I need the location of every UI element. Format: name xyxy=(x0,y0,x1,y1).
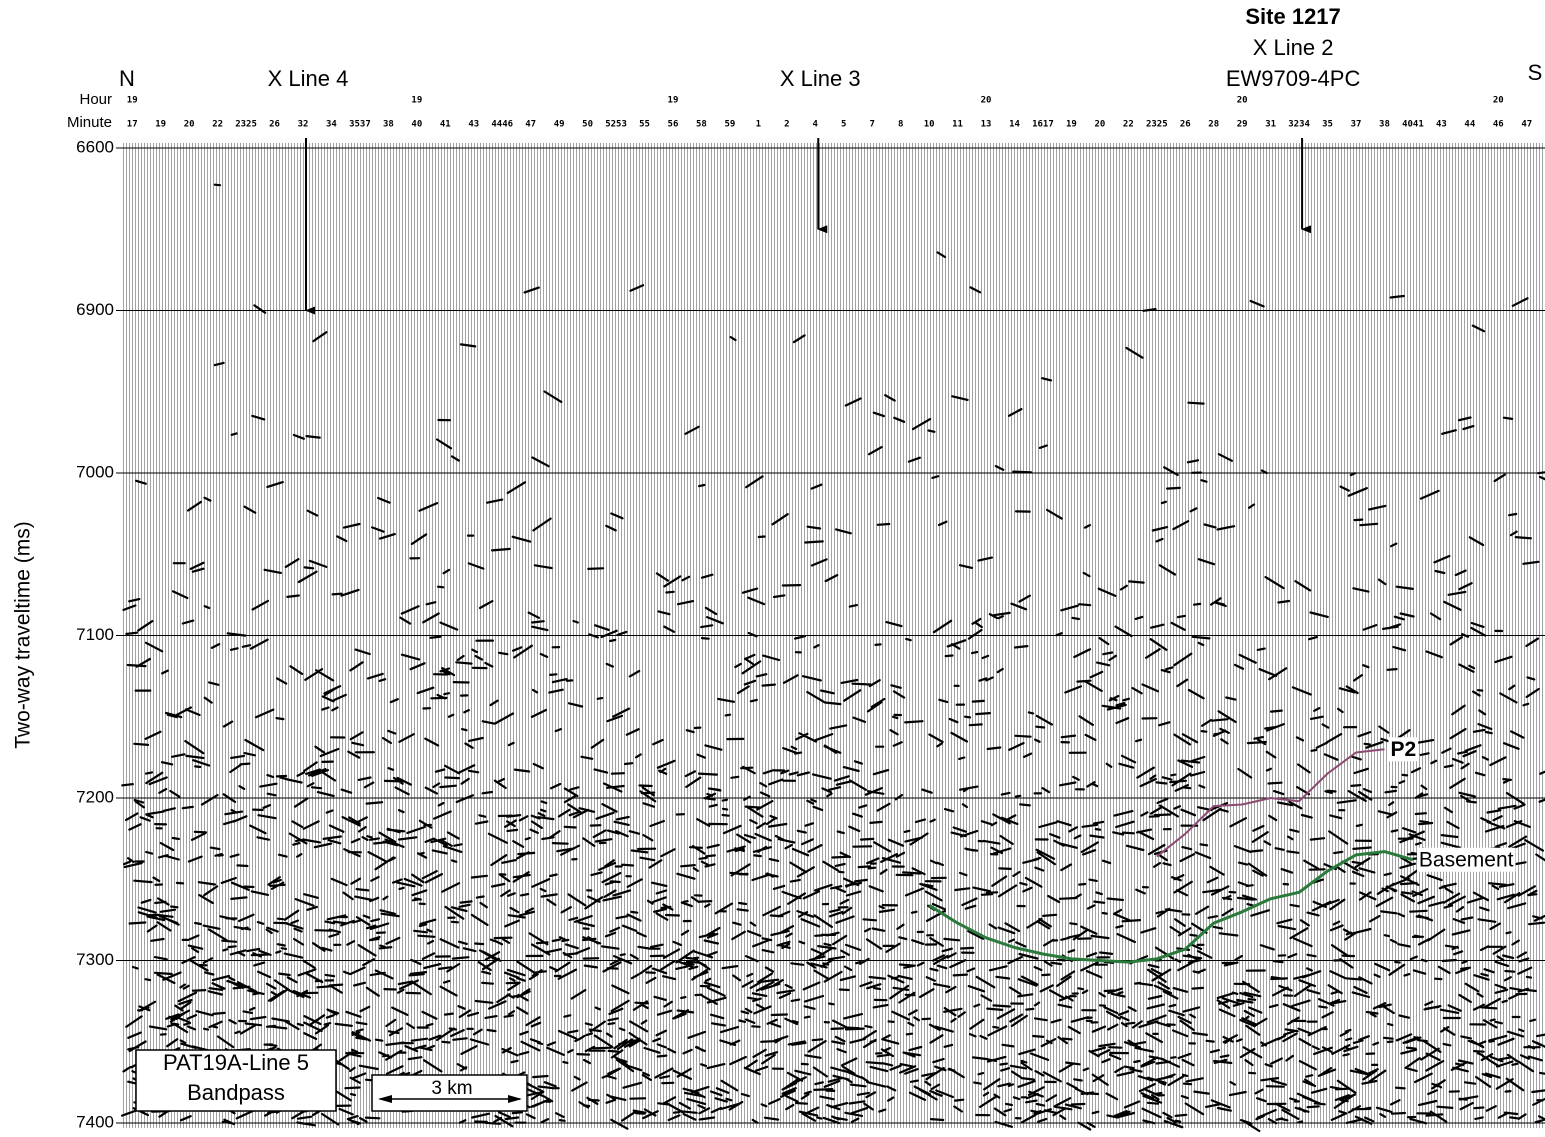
minute-label: 19 xyxy=(155,120,166,130)
minute-label: 17 xyxy=(127,120,138,130)
minute-label: 10 xyxy=(924,120,935,130)
minute-label: 41 xyxy=(440,120,451,130)
minute-label: 46 xyxy=(1493,120,1504,130)
hour-label: 20 xyxy=(1237,96,1248,106)
minute-label: 1617 xyxy=(1032,120,1054,130)
north-label: N xyxy=(119,66,135,91)
annotation-label: EW9709-4PC xyxy=(1226,66,1361,91)
info-box-label: PAT19A-Line 5 xyxy=(163,1050,309,1075)
annotation-label: Site 1217 xyxy=(1245,4,1340,29)
minute-label: 4041 xyxy=(1402,120,1424,130)
scale-bar-label: 3 km xyxy=(431,1078,472,1099)
y-tick-label: 6900 xyxy=(76,300,114,319)
minute-label: 2325 xyxy=(235,120,257,130)
minute-label: 1 xyxy=(756,120,761,130)
minute-label: 28 xyxy=(1208,120,1219,130)
minute-axis-label: Minute xyxy=(67,114,112,131)
minute-label: 22 xyxy=(212,120,223,130)
minute-label: 31 xyxy=(1265,120,1276,130)
minute-label: 58 xyxy=(696,120,707,130)
minute-label: 2325 xyxy=(1146,120,1168,130)
minute-label: 29 xyxy=(1237,120,1248,130)
annotation-label: X Line 4 xyxy=(268,66,349,91)
minute-label: 22 xyxy=(1123,120,1134,130)
minute-label: 11 xyxy=(952,120,963,130)
minute-label: 38 xyxy=(383,120,394,130)
y-axis-label: Two-way traveltime (ms) xyxy=(12,521,35,749)
minute-label: 38 xyxy=(1379,120,1390,130)
minute-label: 55 xyxy=(639,120,650,130)
seismic-figure: Hour Minute N S Two-way traveltime (ms) … xyxy=(0,0,1545,1137)
minute-label: 43 xyxy=(1436,120,1447,130)
minute-label: 26 xyxy=(1180,120,1191,130)
minute-label: 20 xyxy=(184,120,195,130)
minute-label: 35 xyxy=(1322,120,1333,130)
minute-label: 56 xyxy=(668,120,679,130)
minute-label: 4 xyxy=(813,120,819,130)
minute-label: 47 xyxy=(1521,120,1532,130)
hour-label: 19 xyxy=(668,96,679,106)
minute-label: 13 xyxy=(981,120,992,130)
minute-label: 7 xyxy=(869,120,874,130)
y-tick-label: 6600 xyxy=(76,137,114,156)
annotation-label: X Line 2 xyxy=(1253,35,1334,60)
minute-label: 43 xyxy=(468,120,479,130)
y-tick-label: 7100 xyxy=(76,625,114,644)
minute-label: 37 xyxy=(1351,120,1362,130)
hour-label: 20 xyxy=(981,96,992,106)
minute-label: 19 xyxy=(1066,120,1077,130)
minute-label: 2 xyxy=(784,120,789,130)
hour-label: 20 xyxy=(1493,96,1504,106)
minute-label: 14 xyxy=(1009,120,1020,130)
minute-label: 5253 xyxy=(605,120,627,130)
y-tick-label: 7400 xyxy=(76,1112,114,1131)
minute-label: 3234 xyxy=(1288,120,1310,130)
minute-label: 32 xyxy=(298,120,309,130)
minute-label: 47 xyxy=(525,120,536,130)
minute-label: 3537 xyxy=(349,120,371,130)
hour-label: 19 xyxy=(411,96,422,106)
minute-label: 5 xyxy=(841,120,846,130)
horizon-label: P2 xyxy=(1390,738,1416,761)
minute-label: 8 xyxy=(898,120,903,130)
annotation-label: X Line 3 xyxy=(780,66,861,91)
minute-label: 50 xyxy=(582,120,593,130)
minute-label: 20 xyxy=(1094,120,1105,130)
y-tick-label: 7200 xyxy=(76,787,114,806)
hour-axis-label: Hour xyxy=(79,91,112,108)
minute-label: 4446 xyxy=(491,120,513,130)
minute-label: 26 xyxy=(269,120,280,130)
hour-label: 19 xyxy=(127,96,138,106)
minute-label: 40 xyxy=(411,120,422,130)
minute-label: 34 xyxy=(326,120,337,130)
minute-label: 59 xyxy=(724,120,735,130)
y-tick-label: 7000 xyxy=(76,462,114,481)
info-box-label: Bandpass xyxy=(187,1080,285,1105)
y-tick-label: 7300 xyxy=(76,950,114,969)
south-label: S xyxy=(1528,60,1543,85)
minute-label: 49 xyxy=(554,120,565,130)
minute-label: 44 xyxy=(1464,120,1475,130)
horizon-label: Basement xyxy=(1419,848,1514,871)
